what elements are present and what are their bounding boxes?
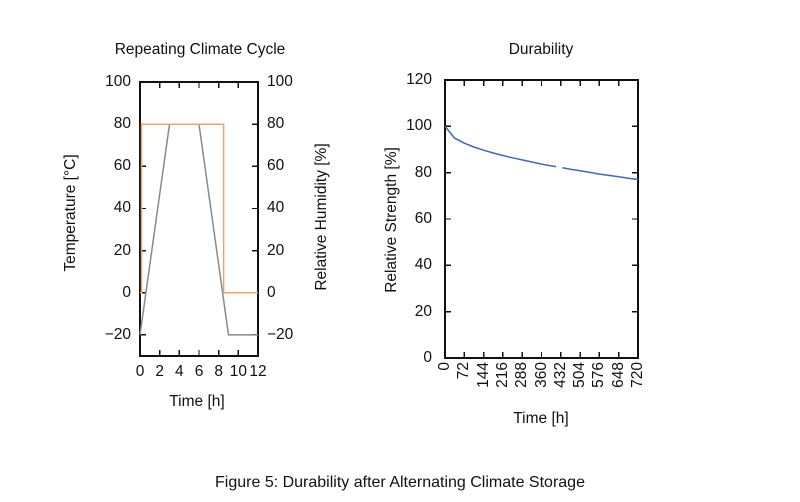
left-chart-x-axis-label: Time [h]	[169, 393, 225, 410]
plot-frame	[139, 81, 259, 357]
x-tick-label: 144	[474, 362, 492, 388]
x-tick-label: 576	[590, 362, 608, 388]
x-tick-label: 720	[629, 362, 646, 388]
x-tick-label: 648	[609, 362, 627, 388]
y-tick-label-right: 0	[267, 283, 276, 301]
y-tick-label: 80	[113, 115, 131, 133]
x-tick-label: 12	[249, 363, 267, 380]
plot-frame	[444, 79, 639, 359]
x-tick-label: 6	[194, 363, 204, 380]
x-tick-label: 360	[532, 362, 550, 388]
y-tick-label: 0	[122, 283, 131, 301]
left-chart-title: Repeating Climate Cycle	[114, 41, 286, 58]
y-tick-label: 100	[105, 73, 131, 90]
right-chart-x-axis-label: Time [h]	[513, 410, 569, 427]
y-tick-label-right: 100	[267, 73, 293, 90]
x-tick-label: 432	[551, 362, 569, 388]
x-tick-label: 288	[513, 362, 531, 388]
y-tick-label: 0	[423, 349, 432, 366]
temperature-line	[139, 123, 258, 336]
y-tick-label: 120	[406, 71, 432, 88]
right-chart-title: Durability	[508, 41, 574, 58]
x-tick-label: 504	[571, 362, 589, 388]
y-tick-label: 80	[414, 163, 432, 181]
x-tick-label: 72	[455, 362, 473, 380]
y-tick-label: 20	[113, 241, 131, 259]
relative-strength-line	[444, 125, 639, 181]
x-tick-label: 10	[229, 363, 247, 380]
y-tick-label-right: 20	[267, 241, 285, 259]
y-tick-label: 20	[414, 302, 432, 320]
x-tick-label: 216	[493, 362, 511, 388]
y-tick-label-right: 40	[267, 199, 285, 217]
y-tick-label: −20	[104, 325, 131, 343]
figure-caption: Figure 5: Durability after Alternating C…	[215, 474, 585, 491]
x-tick-label: 8	[214, 363, 223, 380]
y-tick-label-right: 80	[267, 115, 285, 133]
y-tick-label: 40	[113, 199, 131, 217]
y-tick-label: 60	[414, 210, 432, 227]
y-tick-label-right: 60	[267, 157, 285, 175]
x-tick-label: 0	[436, 362, 453, 371]
y-tick-label: 40	[414, 256, 432, 274]
x-tick-label: 2	[155, 363, 164, 380]
y-tick-label-right: −20	[267, 325, 294, 343]
x-tick-label: 4	[175, 363, 184, 380]
relative-humidity-line	[140, 123, 258, 294]
x-tick-label: 0	[135, 363, 145, 380]
y-tick-label: 100	[406, 117, 432, 135]
y-tick-label: 60	[113, 157, 131, 175]
